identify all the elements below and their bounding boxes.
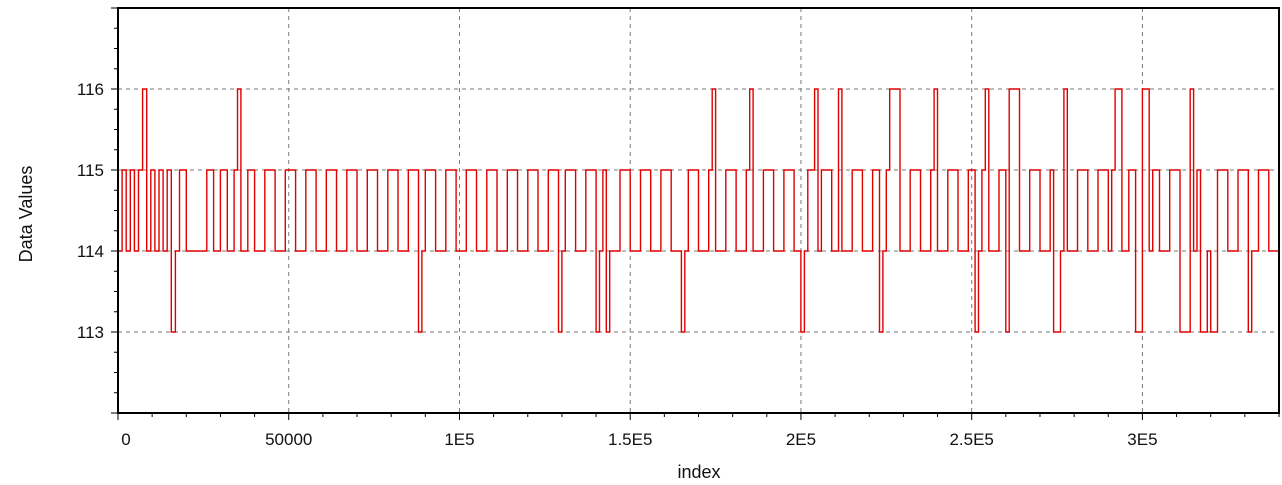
x-tick-label-3: 1.5E5 [608, 430, 652, 449]
x-tick-label-6: 3E5 [1127, 430, 1157, 449]
x-tick-label-4: 2E5 [786, 430, 816, 449]
y-tick-label-3: 116 [77, 80, 104, 99]
y-tick-label-1: 114 [77, 242, 104, 261]
x-tick-label-1: 50000 [265, 430, 312, 449]
x-tick-label-0: 0 [121, 430, 130, 449]
y-tick-label-0: 113 [77, 323, 104, 342]
y-tick-label-2: 115 [77, 161, 104, 180]
plot-area [118, 88, 1280, 333]
y-axis-title: Data Values [16, 166, 36, 263]
x-axis-ticks: 0 50000 1E5 1.5E5 2E5 2.5E5 3E5 [117, 413, 1280, 449]
y-axis-ticks: 113 114 115 116 [77, 7, 118, 414]
x-tick-label-5: 2.5E5 [949, 430, 993, 449]
x-tick-label-2: 1E5 [444, 430, 474, 449]
data-series-line-0 [118, 88, 1280, 333]
x-axis-title: index [677, 462, 720, 482]
